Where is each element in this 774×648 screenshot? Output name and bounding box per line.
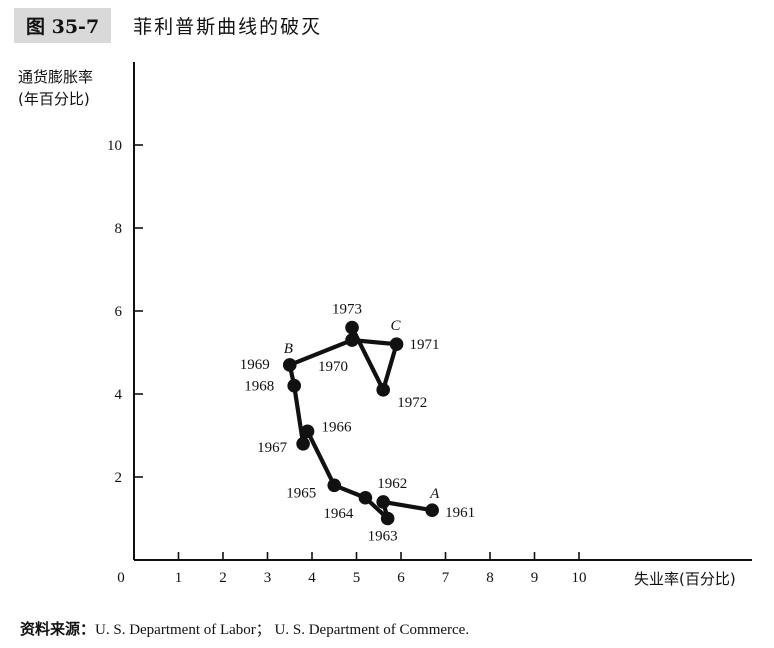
data-point-1965 <box>327 478 342 493</box>
data-point-1969 <box>282 358 297 372</box>
y-tick-label: 2 <box>115 470 123 486</box>
y-tick-label: 6 <box>115 304 123 320</box>
data-point-1973 <box>345 320 359 335</box>
y-axis-label-line2: (年百分比) <box>18 90 90 108</box>
source-text: U. S. Department of Labor； U. S. Departm… <box>95 622 470 638</box>
x-tick-label: 4 <box>308 570 316 586</box>
year-label-1965: 1965 <box>286 485 316 501</box>
data-point-1963 <box>380 511 395 526</box>
year-label-1968: 1968 <box>244 379 274 395</box>
figure-number: 图 35-7 <box>14 7 112 43</box>
x-tick-label: 6 <box>397 570 405 586</box>
year-label-1963: 1963 <box>368 529 398 545</box>
point-annotation-a: A <box>429 486 440 502</box>
data-point-1968 <box>287 378 302 393</box>
year-label-1961: 1961 <box>445 505 475 521</box>
data-point-1972 <box>376 383 391 397</box>
y-tick-label: 8 <box>115 221 123 237</box>
x-tick-label: 8 <box>486 570 494 586</box>
x-tick-label: 9 <box>531 570 539 586</box>
x-tick-label: 0 <box>117 570 125 586</box>
data-point-1966 <box>300 424 315 439</box>
point-annotation-c: C <box>391 318 402 334</box>
source-label: 资料来源： <box>20 620 96 638</box>
x-tick-label: 2 <box>219 570 227 586</box>
data-point-1971 <box>389 337 404 352</box>
y-tick-label: 4 <box>115 387 123 403</box>
x-tick-label: 7 <box>442 570 450 586</box>
year-label-1964: 1964 <box>323 506 354 522</box>
phillips-curve-chart: 0 1 2 3 4 5 6 7 8 9 10 2 4 6 8 10 1961 1962 1963 1964 1965 1… <box>107 62 752 586</box>
year-label-1972: 1972 <box>397 395 427 411</box>
x-tick-label: 3 <box>264 570 272 586</box>
x-tick-label: 1 <box>175 570 183 586</box>
y-tick-label: 10 <box>107 138 122 154</box>
data-point-1962 <box>376 495 391 509</box>
year-label-1973: 1973 <box>332 302 362 318</box>
data-point-1970 <box>345 333 359 347</box>
x-axis-label: 失业率(百分比) <box>634 570 736 588</box>
figure-header: 图 35-7 菲利普斯曲线的破灭 <box>14 7 323 43</box>
year-label-1970: 1970 <box>318 359 348 375</box>
source-note: 资料来源：U. S. Department of Labor； U. S. De… <box>20 618 469 639</box>
point-annotation-b: B <box>284 341 293 357</box>
x-tick-label: 5 <box>353 570 361 586</box>
data-point-1964 <box>358 490 373 505</box>
year-label-1962: 1962 <box>377 476 407 492</box>
figure-title: 菲利普斯曲线的破灭 <box>133 15 323 38</box>
x-tick-label: 10 <box>572 570 587 586</box>
year-label-1969: 1969 <box>240 357 270 373</box>
data-point-1967 <box>296 437 310 451</box>
data-point-1961 <box>425 503 439 517</box>
year-label-1967: 1967 <box>257 440 288 456</box>
y-axis-label-line1: 通货膨胀率 <box>18 68 94 86</box>
year-label-1971: 1971 <box>410 337 440 353</box>
year-label-1966: 1966 <box>322 419 353 435</box>
